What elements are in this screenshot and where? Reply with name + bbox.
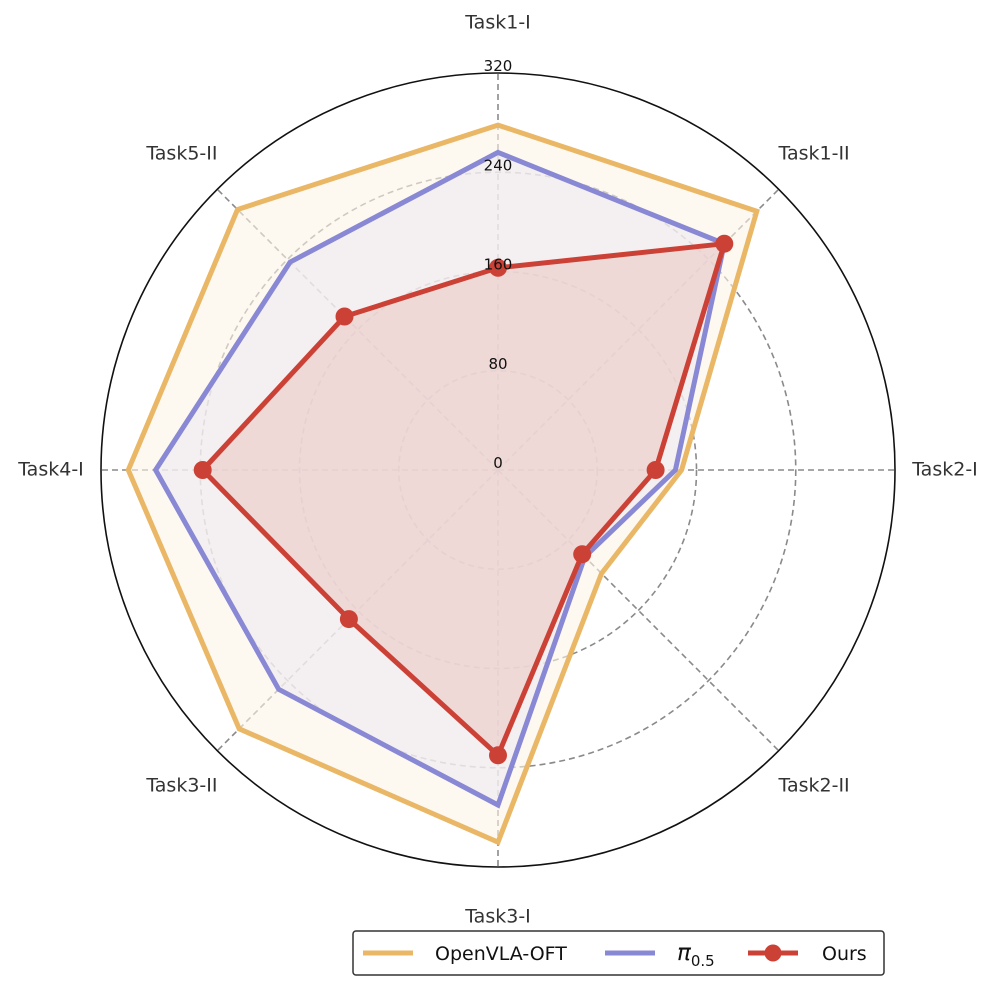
point-ours-task5-ii	[335, 307, 354, 326]
rtick-label-160: 160	[484, 256, 513, 274]
rtick-label-0: 0	[493, 454, 503, 472]
axis-labels: Task1-I Task1-II Task2-I Task2-II Task3-I Tas…	[17, 12, 978, 928]
axis-label-task3-ii: Task3-II	[145, 775, 217, 797]
axis-label-task1-i: Task1-I	[464, 12, 531, 34]
series-layer	[125, 122, 760, 846]
axis-label-task3-i: Task3-I	[464, 906, 531, 928]
legend-marker-ours	[764, 944, 782, 962]
axis-label-task2-ii: Task2-II	[778, 775, 850, 797]
point-ours-task2-ii	[573, 545, 592, 564]
point-ours-task3-ii	[339, 610, 358, 629]
legend: OpenVLA-OFT π0.5 Ours	[352, 930, 885, 976]
rtick-label-240: 240	[484, 156, 513, 174]
point-ours-task3-i	[489, 746, 507, 765]
outer-frame	[100, 72, 896, 868]
series-line-	[152, 149, 728, 809]
point-ours-task2-i	[646, 461, 665, 479]
legend-label-pi05: π0.5	[677, 940, 715, 970]
series-fill-ours	[202, 243, 725, 756]
point-ours-task1-ii	[715, 234, 734, 253]
point-ours-task1-i	[489, 258, 507, 277]
legend-label-ours: Ours	[822, 943, 867, 965]
axis-label-task4-i: Task4-I	[17, 459, 84, 481]
legend-label-openvla-oft: OpenVLA-OFT	[435, 943, 567, 965]
radial-ticks: 0 80 160 240 320	[484, 57, 513, 472]
axis-label-task2-i: Task2-I	[911, 459, 978, 481]
rtick-label-80: 80	[488, 355, 507, 373]
rtick-label-320: 320	[484, 57, 513, 75]
series-line-openvla-oft	[125, 122, 760, 846]
point-ours-task4-i	[193, 461, 212, 479]
grid-spoke-task2-ii	[497, 469, 780, 752]
axis-label-task1-ii: Task1-II	[778, 142, 850, 164]
axis-label-task5-ii: Task5-II	[145, 142, 217, 164]
